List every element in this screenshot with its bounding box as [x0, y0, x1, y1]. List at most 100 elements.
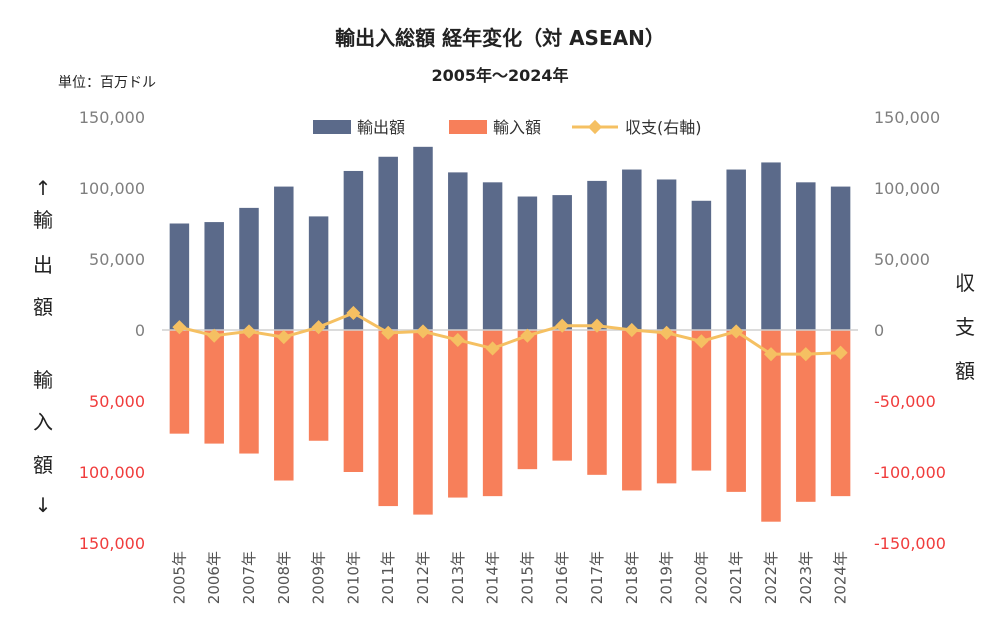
import-bar: [830, 330, 851, 497]
category-label: 2020年: [692, 551, 710, 604]
left-axis-label-top-1: 輸: [33, 208, 53, 232]
category-label: 2014年: [484, 551, 502, 604]
balance-point: [624, 322, 639, 338]
export-bar: [796, 182, 816, 330]
left-axis-label-top-3: 額: [33, 295, 53, 319]
category-label: 2015年: [518, 551, 536, 604]
balance-point: [833, 345, 848, 360]
balance-point: [659, 325, 674, 340]
left-axis-label-bottom-3: ↓: [34, 493, 52, 517]
category-label: 2024年: [832, 551, 850, 604]
export-bar: [656, 179, 677, 330]
import-bar: [343, 330, 364, 472]
import-bar: [482, 330, 503, 497]
legend-label-import: 輸入額: [493, 118, 541, 137]
balance-line: [179, 311, 841, 356]
import-bar: [413, 330, 433, 515]
right-tick-label: -100,000: [874, 463, 946, 482]
right-tick-label: -150,000: [874, 534, 946, 553]
category-label: 2010年: [344, 551, 362, 604]
category-label: 2018年: [623, 551, 641, 604]
balance-point: [485, 341, 500, 356]
left-axis-label-bottom-1: 入: [33, 410, 53, 434]
right-tick-label: 0: [874, 321, 884, 340]
balance-point: [694, 334, 709, 349]
right-tick-label: 50,000: [874, 250, 930, 269]
left-tick-label: 100,000: [79, 463, 145, 482]
import-bar: [552, 330, 572, 461]
left-axis-label-bottom-2: 額: [33, 453, 53, 477]
balance-point: [520, 328, 535, 343]
export-bar: [378, 156, 398, 330]
legend-swatch-import: [449, 120, 487, 134]
balance-point: [450, 332, 465, 348]
category-label: 2005年: [170, 551, 188, 604]
legend-label-balance: 収支(右軸): [625, 118, 702, 137]
import-bar: [622, 330, 642, 491]
balance-point: [241, 324, 257, 339]
left-axis-label-top-2: 出: [33, 253, 53, 277]
category-label: 2012年: [414, 551, 432, 604]
right-tick-label: 100,000: [874, 179, 940, 198]
balance-point: [381, 325, 396, 340]
legend-swatch-balance-marker: [587, 119, 603, 135]
category-label: 2021年: [727, 551, 745, 604]
export-bar: [726, 169, 746, 330]
legend-label-export: 輸出額: [357, 118, 405, 137]
balance-point: [346, 305, 361, 321]
balance-point: [172, 320, 187, 335]
import-bar: [587, 330, 607, 475]
left-axis-label-bottom-0: 輸: [33, 368, 53, 392]
left-tick-label: 150,000: [79, 534, 145, 553]
chart-subtitle: 2005年～2024年: [431, 66, 569, 85]
balance-point: [763, 347, 779, 362]
export-bar: [482, 182, 503, 330]
export-bar: [691, 200, 712, 330]
balance-point: [276, 330, 291, 345]
balance-point: [555, 318, 570, 333]
export-bar: [587, 180, 607, 330]
category-label: 2007年: [240, 551, 258, 604]
category-label: 2013年: [449, 551, 467, 604]
import-bar: [796, 330, 816, 502]
right-tick-label: -50,000: [874, 392, 936, 411]
category-label: 2019年: [658, 551, 676, 604]
left-tick-label: 50,000: [89, 250, 145, 269]
category-label: 2006年: [205, 551, 223, 604]
import-bar: [239, 330, 259, 454]
export-bar: [517, 196, 538, 330]
balance-point: [798, 347, 813, 362]
import-bar: [656, 330, 677, 484]
export-bar: [448, 172, 468, 330]
chart-title: 輸出入総額 経年変化（対 ASEAN）: [335, 26, 665, 50]
export-bar: [413, 146, 433, 330]
export-bar: [308, 216, 329, 330]
import-bar: [691, 330, 712, 471]
export-bar: [343, 170, 364, 330]
export-bar: [204, 222, 224, 330]
legend-swatch-export: [313, 120, 351, 134]
left-tick-label: 100,000: [79, 179, 145, 198]
import-bar: [169, 330, 190, 434]
left-tick-label: 150,000: [79, 108, 145, 127]
category-label: 2023年: [797, 551, 815, 604]
right-axis-label-2: 額: [955, 359, 975, 383]
import-bar: [517, 330, 538, 470]
category-label: 2017年: [588, 551, 606, 604]
import-bar: [204, 330, 224, 444]
balance-point: [415, 324, 431, 339]
right-axis-label-1: 支: [955, 315, 975, 339]
import-bar: [761, 330, 781, 522]
export-bar: [169, 223, 190, 330]
import-bar: [274, 330, 294, 481]
left-tick-label: 0: [135, 321, 145, 340]
import-bar: [726, 330, 746, 492]
category-label: 2009年: [310, 551, 328, 604]
export-bar: [830, 186, 851, 330]
category-label: 2008年: [275, 551, 293, 604]
import-bar: [378, 330, 398, 507]
export-bar: [239, 207, 259, 330]
balance-point: [729, 324, 744, 339]
